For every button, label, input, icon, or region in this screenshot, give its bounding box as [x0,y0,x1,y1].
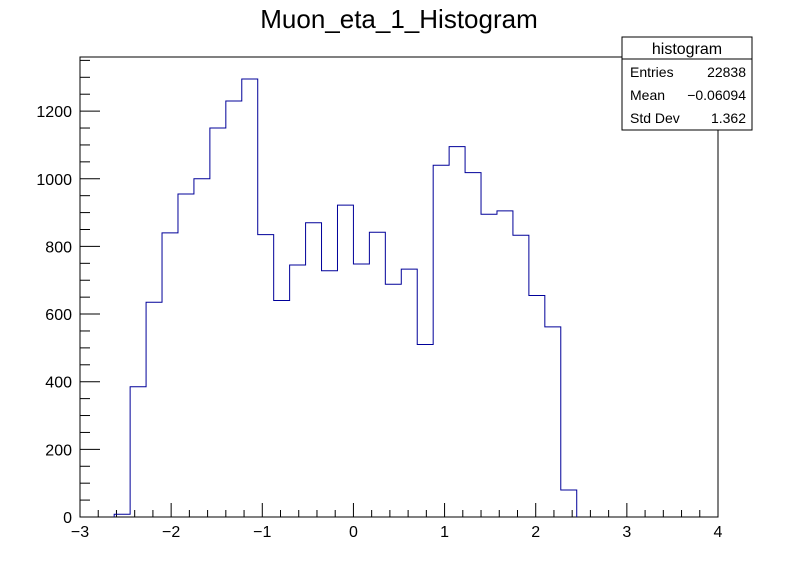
histogram-bin [210,128,226,517]
histogram-bin [497,211,513,517]
histogram-bin [513,235,529,517]
plot-frame [79,56,719,518]
stats-box-title: histogram [652,41,722,58]
histogram-bin [306,223,322,517]
histogram-bin [130,387,146,517]
x-tick-label: 3 [622,524,631,541]
histogram-bin [385,284,401,517]
histogram-bin [290,265,306,517]
histogram-bin [162,233,178,517]
y-tick-label: 0 [63,510,72,527]
histogram-bin [353,264,369,517]
histogram-bin [146,302,162,517]
histogram-bin [545,327,561,517]
histogram-bin [449,147,465,517]
y-tick-label: 400 [45,375,72,392]
stats-box: histogram Entries 22838 Mean −0.06094 St… [621,36,753,131]
histogram-bin [258,235,274,517]
x-tick-label: 2 [531,524,540,541]
histogram-bin [417,345,433,518]
histogram-bin [194,179,210,517]
y-tick-label: 1200 [36,104,72,121]
histogram-outline [113,78,578,517]
histogram-bin [433,165,449,517]
stats-stddev-value: 1.362 [711,110,746,126]
chart-title: Muon_eta_1_Histogram [260,4,538,34]
x-axis: −3 −2 −1 0 1 2 3 4 [71,503,723,541]
x-tick-label: 4 [714,524,723,541]
histogram-bin [369,232,385,517]
histogram-bin [178,194,194,517]
x-tick-label: −1 [253,524,271,541]
y-tick-label: 1000 [36,172,72,189]
histogram-bin [337,205,353,517]
histogram-bins [114,79,577,517]
histogram-bin [242,79,258,517]
histogram-bin [274,301,290,517]
histogram-bin [401,269,417,517]
x-tick-label: −2 [162,524,180,541]
histogram-bin [465,173,481,517]
y-tick-label: 800 [45,239,72,256]
stats-mean-label: Mean [630,87,665,103]
histogram-bin [226,101,242,517]
histogram-bin [322,271,338,517]
stats-entries-label: Entries [630,64,674,80]
stats-mean-value: −0.06094 [687,87,746,103]
x-tick-label: −3 [71,524,89,541]
stats-entries-value: 22838 [707,64,746,80]
stats-stddev-label: Std Dev [630,110,680,126]
histogram-bin [481,214,497,517]
stats-box-frame [621,36,753,131]
histogram-bin [561,490,577,517]
y-axis: 0 200 400 600 800 1000 1200 [36,59,100,527]
y-tick-label: 600 [45,307,72,324]
histogram-bin [529,295,545,517]
x-tick-label: 0 [349,524,358,541]
x-tick-label: 1 [440,524,449,541]
y-tick-label: 200 [45,442,72,459]
